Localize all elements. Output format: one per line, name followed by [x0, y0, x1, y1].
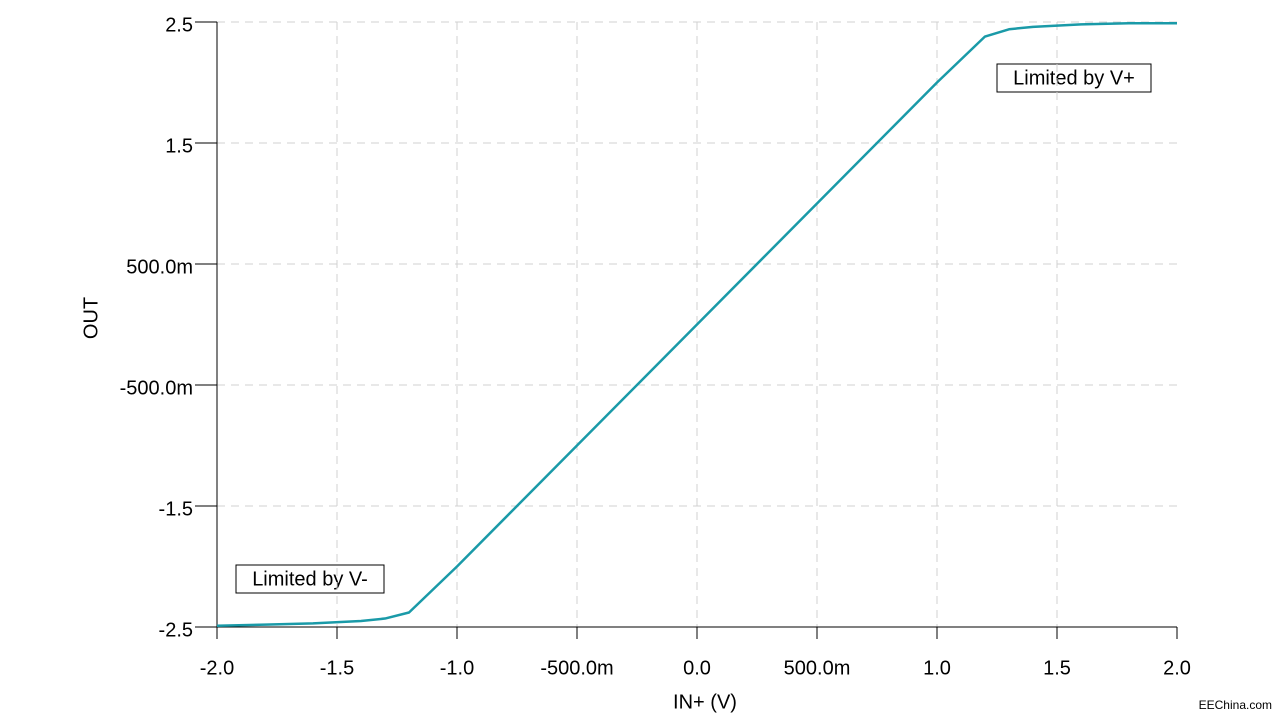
watermark: EEChina.com [1199, 698, 1272, 712]
y-tick-label: 2.5 [165, 14, 193, 36]
annotation-box [235, 564, 385, 594]
y-tick-label: -2.5 [159, 619, 193, 641]
data-line [216, 21, 1177, 628]
y-tick-label: 1.5 [165, 135, 193, 157]
x-tick-label: -1.5 [320, 657, 354, 679]
x-tick-label: 500.0m [784, 657, 851, 679]
y-tick-label: -500.0m [120, 377, 193, 399]
y-axis-label: OUT [80, 297, 102, 339]
x-tick-label: 2.0 [1163, 657, 1191, 679]
x-tick-label: 0.0 [683, 657, 711, 679]
x-tick-label: 1.5 [1043, 657, 1071, 679]
annotation-box [996, 63, 1152, 93]
x-tick-label: -2.0 [200, 657, 234, 679]
x-axis-label: IN+ (V) [673, 691, 737, 713]
x-tick-label: 1.0 [923, 657, 951, 679]
y-tick-label: 500.0m [126, 256, 193, 278]
annotation: Limited by V+ [1013, 67, 1135, 89]
x-tick-label: -500.0m [540, 657, 613, 679]
annotation: Limited by V- [252, 568, 368, 590]
y-tick-label: -1.5 [159, 498, 193, 520]
x-tick-label: -1.0 [440, 657, 474, 679]
